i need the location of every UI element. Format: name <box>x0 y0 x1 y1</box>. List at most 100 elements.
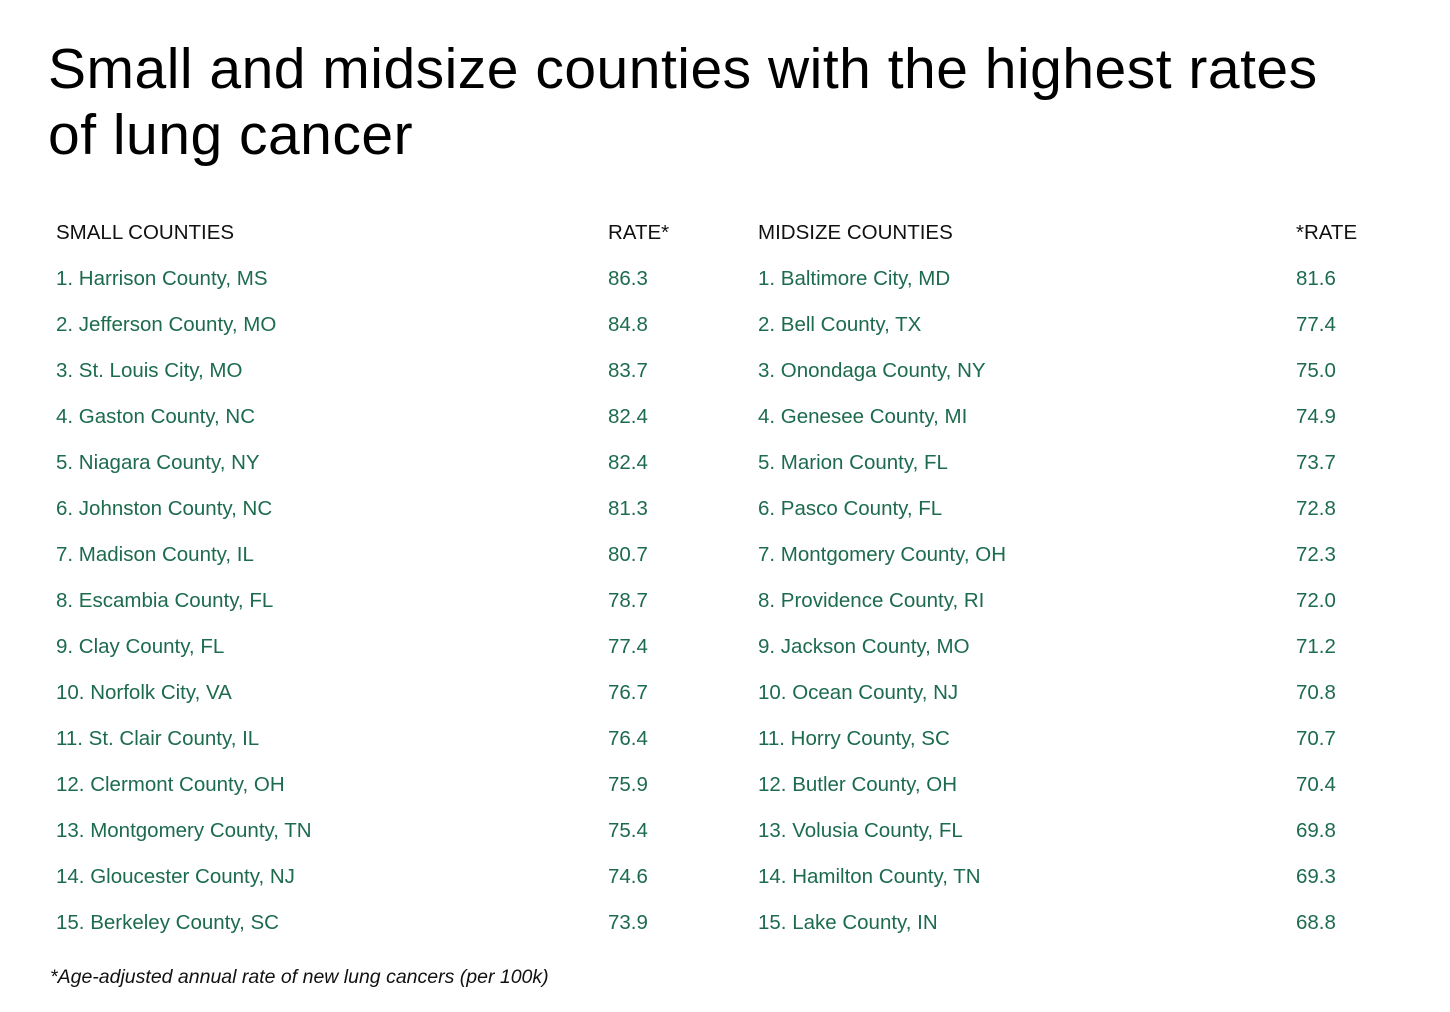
chart-title: Small and midsize counties with the high… <box>48 37 1318 167</box>
rate-value-cell: 80.7 <box>608 543 648 566</box>
rate-value-cell: 70.8 <box>1296 681 1336 704</box>
rate-value-cell: 70.4 <box>1296 773 1336 796</box>
table-row: 13. Volusia County, FL 69.8 <box>758 814 1398 860</box>
rate-value-cell: 78.7 <box>608 589 648 612</box>
county-name-cell: 5. Marion County, FL <box>758 451 948 474</box>
table-row: 1. Baltimore City, MD 81.6 <box>758 262 1398 308</box>
table-row: 4. Gaston County, NC 82.4 <box>56 400 716 446</box>
table-row: 8. Escambia County, FL 78.7 <box>56 584 716 630</box>
rate-value-cell: 76.7 <box>608 681 648 704</box>
table-row: 13. Montgomery County, TN 75.4 <box>56 814 716 860</box>
table-row: 14. Hamilton County, TN 69.3 <box>758 860 1398 906</box>
table-row: 6. Pasco County, FL 72.8 <box>758 492 1398 538</box>
rate-value-cell: 77.4 <box>608 635 648 658</box>
table-row: 7. Montgomery County, OH 72.3 <box>758 538 1398 584</box>
rate-value-cell: 75.0 <box>1296 359 1336 382</box>
rate-value-cell: 83.7 <box>608 359 648 382</box>
county-name-cell: 1. Baltimore City, MD <box>758 267 951 290</box>
county-name-cell: 10. Ocean County, NJ <box>758 681 959 704</box>
rate-value-cell: 86.3 <box>608 267 648 290</box>
county-name-cell: 8. Escambia County, FL <box>56 589 274 612</box>
county-name-cell: 14. Gloucester County, NJ <box>56 865 295 888</box>
table-row: 3. Onondaga County, NY 75.0 <box>758 354 1398 400</box>
county-name-cell: 8. Providence County, RI <box>758 589 985 612</box>
table-row: 15. Lake County, IN 68.8 <box>758 906 1398 952</box>
county-name-cell: 7. Montgomery County, OH <box>758 543 1006 566</box>
rate-value-cell: 73.9 <box>608 911 648 934</box>
county-name-cell: 9. Jackson County, MO <box>758 635 970 658</box>
rate-value-cell: 77.4 <box>1296 313 1336 336</box>
rate-value-cell: 72.8 <box>1296 497 1336 520</box>
rate-value-cell: 68.8 <box>1296 911 1336 934</box>
column-header-county: MIDSIZE COUNTIES <box>758 221 953 244</box>
county-name-cell: 6. Johnston County, NC <box>56 497 273 520</box>
rate-value-cell: 71.2 <box>1296 635 1336 658</box>
column-header-county: SMALL COUNTIES <box>56 221 235 244</box>
table-row: 5. Niagara County, NY 82.4 <box>56 446 716 492</box>
rate-value-cell: 81.3 <box>608 497 648 520</box>
county-name-cell: 10. Norfolk City, VA <box>56 681 232 704</box>
table-row: 14. Gloucester County, NJ 74.6 <box>56 860 716 906</box>
county-name-cell: 2. Jefferson County, MO <box>56 313 277 336</box>
rate-value-cell: 76.4 <box>608 727 648 750</box>
table-row: 3. St. Louis City, MO 83.7 <box>56 354 716 400</box>
county-name-cell: 5. Niagara County, NY <box>56 451 260 474</box>
footnote: *Age-adjusted annual rate of new lung ca… <box>50 966 549 988</box>
rate-value-cell: 75.4 <box>608 819 648 842</box>
rate-value-cell: 69.8 <box>1296 819 1336 842</box>
rate-value-cell: 69.3 <box>1296 865 1336 888</box>
midsize-counties-table: MIDSIZE COUNTIES *RATE 1. Baltimore City… <box>758 216 1398 952</box>
table-row: 10. Ocean County, NJ 70.8 <box>758 676 1398 722</box>
county-name-cell: 12. Clermont County, OH <box>56 773 285 796</box>
rate-value-cell: 82.4 <box>608 451 648 474</box>
table-row: 12. Butler County, OH 70.4 <box>758 768 1398 814</box>
rate-value-cell: 72.0 <box>1296 589 1336 612</box>
table-row: 9. Clay County, FL 77.4 <box>56 630 716 676</box>
table-row: 11. St. Clair County, IL 76.4 <box>56 722 716 768</box>
county-name-cell: 13. Volusia County, FL <box>758 819 963 842</box>
table-row: 2. Bell County, TX 77.4 <box>758 308 1398 354</box>
county-name-cell: 14. Hamilton County, TN <box>758 865 981 888</box>
table-header-row: SMALL COUNTIES RATE* <box>56 216 716 262</box>
table-header-row: MIDSIZE COUNTIES *RATE <box>758 216 1398 262</box>
county-name-cell: 3. St. Louis City, MO <box>56 359 243 382</box>
table-row: 8. Providence County, RI 72.0 <box>758 584 1398 630</box>
column-header-rate: RATE* <box>608 221 670 244</box>
county-name-cell: 2. Bell County, TX <box>758 313 922 336</box>
county-name-cell: 3. Onondaga County, NY <box>758 359 986 382</box>
small-counties-table: SMALL COUNTIES RATE* 1. Harrison County,… <box>56 216 716 952</box>
rate-value-cell: 73.7 <box>1296 451 1336 474</box>
county-name-cell: 12. Butler County, OH <box>758 773 958 796</box>
table-row: 12. Clermont County, OH 75.9 <box>56 768 716 814</box>
county-name-cell: 9. Clay County, FL <box>56 635 225 658</box>
county-name-cell: 15. Berkeley County, SC <box>56 911 279 934</box>
county-name-cell: 11. St. Clair County, IL <box>56 727 260 750</box>
county-name-cell: 7. Madison County, IL <box>56 543 254 566</box>
table-row: 11. Horry County, SC 70.7 <box>758 722 1398 768</box>
rate-value-cell: 74.9 <box>1296 405 1336 428</box>
county-name-cell: 13. Montgomery County, TN <box>56 819 312 842</box>
rate-value-cell: 74.6 <box>608 865 648 888</box>
table-row: 7. Madison County, IL 80.7 <box>56 538 716 584</box>
rate-value-cell: 70.7 <box>1296 727 1336 750</box>
rate-value-cell: 72.3 <box>1296 543 1336 566</box>
table-row: 5. Marion County, FL 73.7 <box>758 446 1398 492</box>
county-name-cell: 6. Pasco County, FL <box>758 497 943 520</box>
county-name-cell: 4. Genesee County, MI <box>758 405 968 428</box>
table-row: 1. Harrison County, MS 86.3 <box>56 262 716 308</box>
table-row: 4. Genesee County, MI 74.9 <box>758 400 1398 446</box>
rate-value-cell: 84.8 <box>608 313 648 336</box>
table-row: 2. Jefferson County, MO 84.8 <box>56 308 716 354</box>
county-name-cell: 15. Lake County, IN <box>758 911 938 934</box>
rate-value-cell: 75.9 <box>608 773 648 796</box>
county-name-cell: 4. Gaston County, NC <box>56 405 256 428</box>
rate-value-cell: 82.4 <box>608 405 648 428</box>
county-name-cell: 1. Harrison County, MS <box>56 267 268 290</box>
rate-value-cell: 81.6 <box>1296 267 1336 290</box>
table-row: 6. Johnston County, NC 81.3 <box>56 492 716 538</box>
table-row: 9. Jackson County, MO 71.2 <box>758 630 1398 676</box>
column-header-rate: *RATE <box>1296 221 1358 244</box>
table-row: 10. Norfolk City, VA 76.7 <box>56 676 716 722</box>
table-row: 15. Berkeley County, SC 73.9 <box>56 906 716 952</box>
county-name-cell: 11. Horry County, SC <box>758 727 950 750</box>
